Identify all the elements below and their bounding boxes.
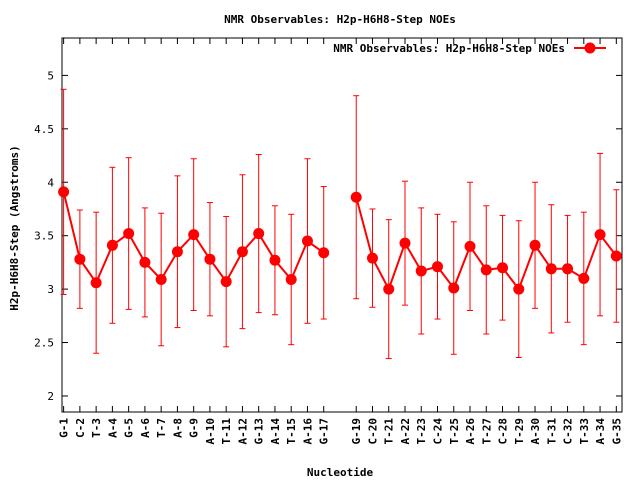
data-point bbox=[236, 246, 248, 258]
x-tick-label: G-9 bbox=[188, 418, 201, 438]
x-tick-label: A-16 bbox=[301, 418, 314, 445]
data-point bbox=[188, 229, 200, 241]
legend: NMR Observables: H2p-H6H8-Step NOEs bbox=[333, 42, 606, 55]
data-point bbox=[90, 277, 102, 289]
x-tick-label: T-7 bbox=[155, 418, 168, 438]
chart-title: NMR Observables: H2p-H6H8-Step NOEs bbox=[224, 13, 456, 26]
data-point bbox=[269, 254, 281, 266]
y-tick-label: 2.5 bbox=[34, 337, 54, 350]
x-tick-label: T-21 bbox=[383, 418, 396, 445]
data-point bbox=[562, 263, 574, 275]
data-point bbox=[610, 250, 622, 262]
error-bars bbox=[60, 88, 620, 360]
x-tick-label: C-32 bbox=[562, 418, 575, 445]
y-tick-label: 2 bbox=[47, 390, 54, 403]
data-point bbox=[594, 229, 606, 241]
x-tick-label: T-25 bbox=[448, 418, 461, 445]
data-point bbox=[366, 252, 378, 264]
data-point bbox=[529, 239, 541, 251]
data-point bbox=[171, 246, 183, 258]
x-tick-label: A-30 bbox=[529, 418, 542, 445]
x-tick-label: A-34 bbox=[594, 418, 607, 445]
x-tick-label: C-2 bbox=[74, 418, 87, 438]
data-point bbox=[383, 283, 395, 295]
x-tick-label: A-14 bbox=[269, 418, 282, 445]
x-tick-label: A-10 bbox=[204, 418, 217, 445]
y-axis: 2 2.5 3 3.5 4 4.5 5 bbox=[34, 69, 622, 403]
data-point bbox=[464, 240, 476, 252]
x-tick-label: G-17 bbox=[318, 418, 331, 445]
data-point bbox=[253, 228, 265, 240]
x-tick-label: T-29 bbox=[513, 418, 526, 445]
x-tick-label: T-11 bbox=[220, 418, 233, 445]
data-point bbox=[415, 265, 427, 277]
x-tick-label: A-6 bbox=[139, 418, 152, 438]
data-point bbox=[545, 263, 557, 275]
x-tick-label: T-23 bbox=[415, 418, 428, 445]
x-tick-label: C-20 bbox=[366, 418, 379, 445]
data-point bbox=[58, 186, 70, 198]
y-tick-label: 3 bbox=[47, 283, 54, 296]
data-point bbox=[432, 261, 444, 273]
x-tick-label: G-5 bbox=[123, 418, 136, 438]
x-tick-label: A-8 bbox=[171, 418, 184, 438]
data-point bbox=[139, 256, 151, 268]
data-point bbox=[155, 273, 167, 285]
x-axis: G-1 C-2 T-3 A-4 G-5 A-6 T-7 A-8 G-9 A-10 T-11 A-12 G… bbox=[58, 38, 623, 445]
x-tick-label: T-15 bbox=[285, 418, 298, 445]
x-tick-label: G-1 bbox=[58, 418, 71, 438]
x-tick-label: T-33 bbox=[578, 418, 591, 445]
y-axis-label: H2p-H6H8-Step (Angstroms) bbox=[8, 145, 21, 311]
y-tick-label: 4.5 bbox=[34, 123, 54, 136]
data-point bbox=[285, 273, 297, 285]
x-tick-label: A-22 bbox=[399, 418, 412, 445]
data-point bbox=[123, 228, 135, 240]
data-point bbox=[106, 239, 118, 251]
data-point bbox=[578, 272, 590, 284]
data-point bbox=[301, 235, 313, 247]
x-tick-label: G-13 bbox=[253, 418, 266, 445]
data-point bbox=[497, 262, 509, 274]
series-points bbox=[58, 186, 622, 295]
x-tick-label: T-3 bbox=[90, 418, 103, 438]
data-point bbox=[350, 191, 362, 203]
plot-frame bbox=[61, 37, 623, 413]
legend-label: NMR Observables: H2p-H6H8-Step NOEs bbox=[333, 42, 565, 55]
data-point bbox=[399, 237, 411, 249]
x-tick-label: T-27 bbox=[480, 418, 493, 445]
x-tick-label: T-31 bbox=[545, 418, 558, 445]
x-tick-label: G-19 bbox=[350, 418, 363, 445]
data-point bbox=[220, 276, 232, 288]
x-tick-label: A-4 bbox=[106, 418, 119, 438]
y-tick-label: 4 bbox=[47, 176, 54, 189]
x-tick-label: C-24 bbox=[432, 418, 445, 445]
x-tick-label: C-28 bbox=[497, 418, 510, 445]
data-point bbox=[480, 264, 492, 276]
data-point bbox=[204, 253, 216, 265]
y-tick-label: 5 bbox=[47, 69, 54, 82]
legend-marker bbox=[584, 42, 596, 54]
data-point bbox=[513, 283, 525, 295]
x-tick-label: A-26 bbox=[464, 418, 477, 445]
data-point bbox=[448, 282, 460, 294]
x-axis-label: Nucleotide bbox=[307, 466, 374, 479]
y-tick-label: 3.5 bbox=[34, 230, 54, 243]
data-point bbox=[318, 247, 330, 259]
x-tick-label: G-35 bbox=[610, 418, 623, 445]
x-tick-label: A-12 bbox=[236, 418, 249, 445]
data-point bbox=[74, 253, 86, 265]
